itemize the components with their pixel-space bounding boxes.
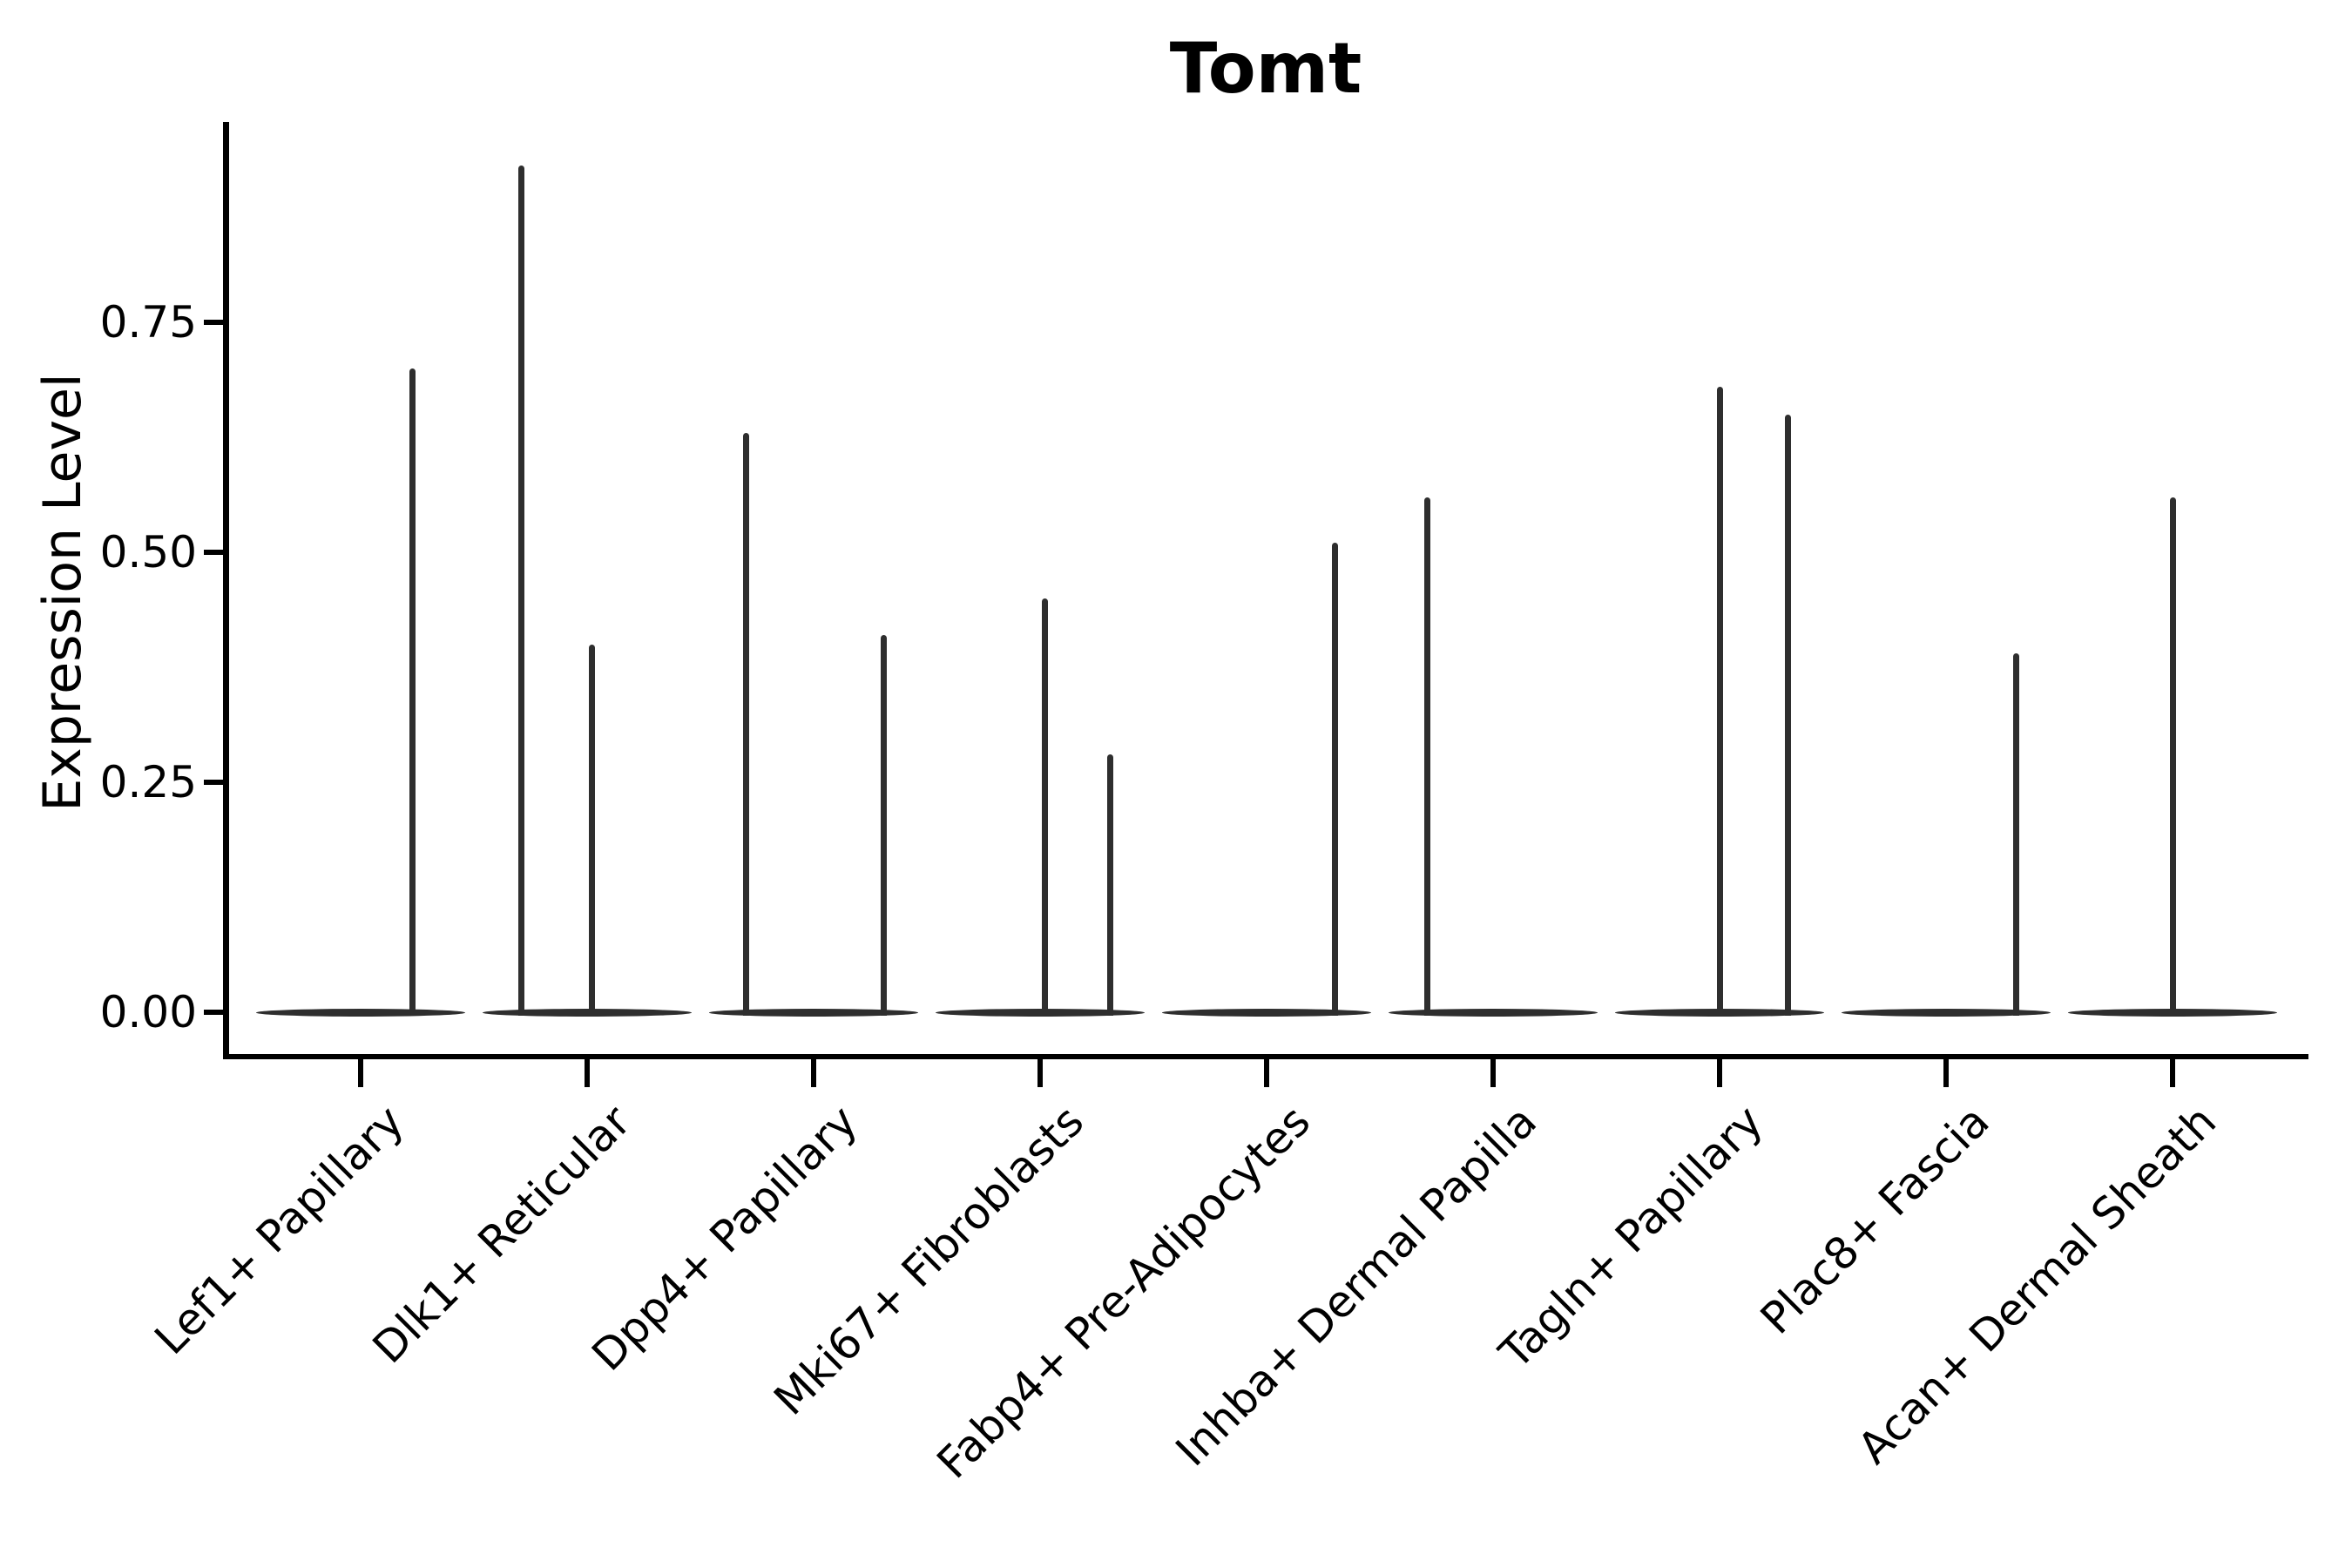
violin-baseline [709,1008,918,1017]
violin-spike [2013,653,2020,1016]
y-tick-mark [204,1010,223,1015]
y-tick-label: 0.25 [99,757,197,808]
y-tick-label: 0.75 [99,297,197,348]
y-tick-mark [204,320,223,325]
x-tick-mark [1037,1059,1043,1087]
violin-baseline [1842,1008,2051,1017]
x-tick-label: Inhba+ Dermal Papilla [1166,1096,1547,1477]
y-axis-label: Expression Level [32,373,93,812]
x-axis-spine [223,1054,2308,1059]
violin-baseline [1389,1008,1598,1017]
x-tick-label: Acan+ Dermal Sheath [1848,1096,2227,1474]
violin-baseline [483,1008,692,1017]
violin-spike [1424,497,1431,1016]
x-tick-mark [585,1059,590,1087]
y-tick-label: 0.00 [99,987,197,1037]
x-tick-label: Lef1+ Papillary [145,1096,415,1365]
violin-spike [1716,386,1723,1016]
violin-spike [1107,754,1114,1016]
x-tick-label: Plac8+ Fascia [1751,1096,2000,1344]
violin-spike [1331,543,1338,1016]
violin-spike [518,166,525,1016]
x-tick-mark [2170,1059,2175,1087]
violin-spike [409,368,416,1016]
violin-spike [588,644,595,1016]
violin-spike [1041,598,1048,1016]
x-tick-mark [358,1059,363,1087]
violin-baseline [256,1008,465,1017]
violin-spike [1784,414,1791,1016]
x-tick-label: Fabp4+ Pre-Adipocytes [927,1096,1321,1489]
y-tick-label: 0.50 [99,527,197,578]
violin-baseline [1162,1008,1371,1017]
chart-title: Tomt [1169,28,1362,109]
x-tick-mark [811,1059,816,1087]
x-tick-mark [1264,1059,1269,1087]
x-tick-mark [1943,1059,1949,1087]
y-tick-mark [204,550,223,555]
y-axis-spine [223,122,229,1059]
violin-baseline [936,1008,1145,1017]
violin-spike [742,432,749,1016]
y-tick-mark [204,780,223,785]
violin-spike [881,635,888,1016]
x-tick-mark [1490,1059,1496,1087]
violin-spike [2169,497,2176,1016]
x-tick-mark [1717,1059,1722,1087]
